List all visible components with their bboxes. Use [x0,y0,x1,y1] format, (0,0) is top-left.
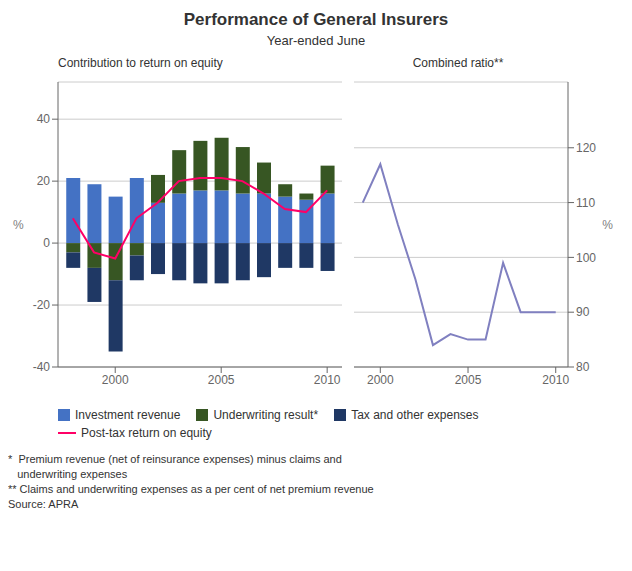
html-text:Performance of General Insurer: Performance of General Insurers [183,10,449,29]
html-text:Combined ratio**: Combined ratio** [412,56,504,70]
svg-text:110: 110 [576,196,595,210]
svg-text:2005: 2005 [208,373,235,387]
svg-text:2005: 2005 [455,373,482,387]
svg-text:2000: 2000 [102,373,129,387]
svg-text:-40: -40 [33,360,51,374]
html-text:Underwriting result*: Underwriting result* [213,408,319,422]
html-text:Post-tax return on equity: Post-tax return on equity [81,426,212,440]
html-text:Tax and other expenses: Tax and other expenses [351,408,479,422]
svg-text:120: 120 [576,141,596,155]
svg-text:%: % [602,218,613,232]
svg-text:2010: 2010 [314,373,341,387]
svg-text:20: 20 [37,174,51,188]
svg-text:100: 100 [576,251,596,265]
svg-text:90: 90 [576,305,590,319]
svg-text:%: % [13,218,24,232]
svg-text:80: 80 [576,360,590,374]
svg-text:2000: 2000 [367,373,394,387]
html-text:Year-ended June: Year-ended June [266,33,366,48]
svg-text:40: 40 [37,112,51,126]
html-text:** Claims and underwriting exp: ** Claims and underwriting expenses as a… [8,483,374,495]
html-text:* Premium revenue (net of rein: * Premium revenue (net of reinsurance ex… [8,453,342,465]
svg-text:2010: 2010 [542,373,569,387]
html-text:Source: APRA: Source: APRA [8,498,79,510]
html-text:Contribution to return on equi: Contribution to return on equity [58,56,223,70]
svg-text:-20: -20 [33,298,51,312]
html-text:underwriting expenses: underwriting expenses [8,468,128,480]
html-text:Investment revenue: Investment revenue [75,408,181,422]
svg-text:0: 0 [43,236,50,250]
